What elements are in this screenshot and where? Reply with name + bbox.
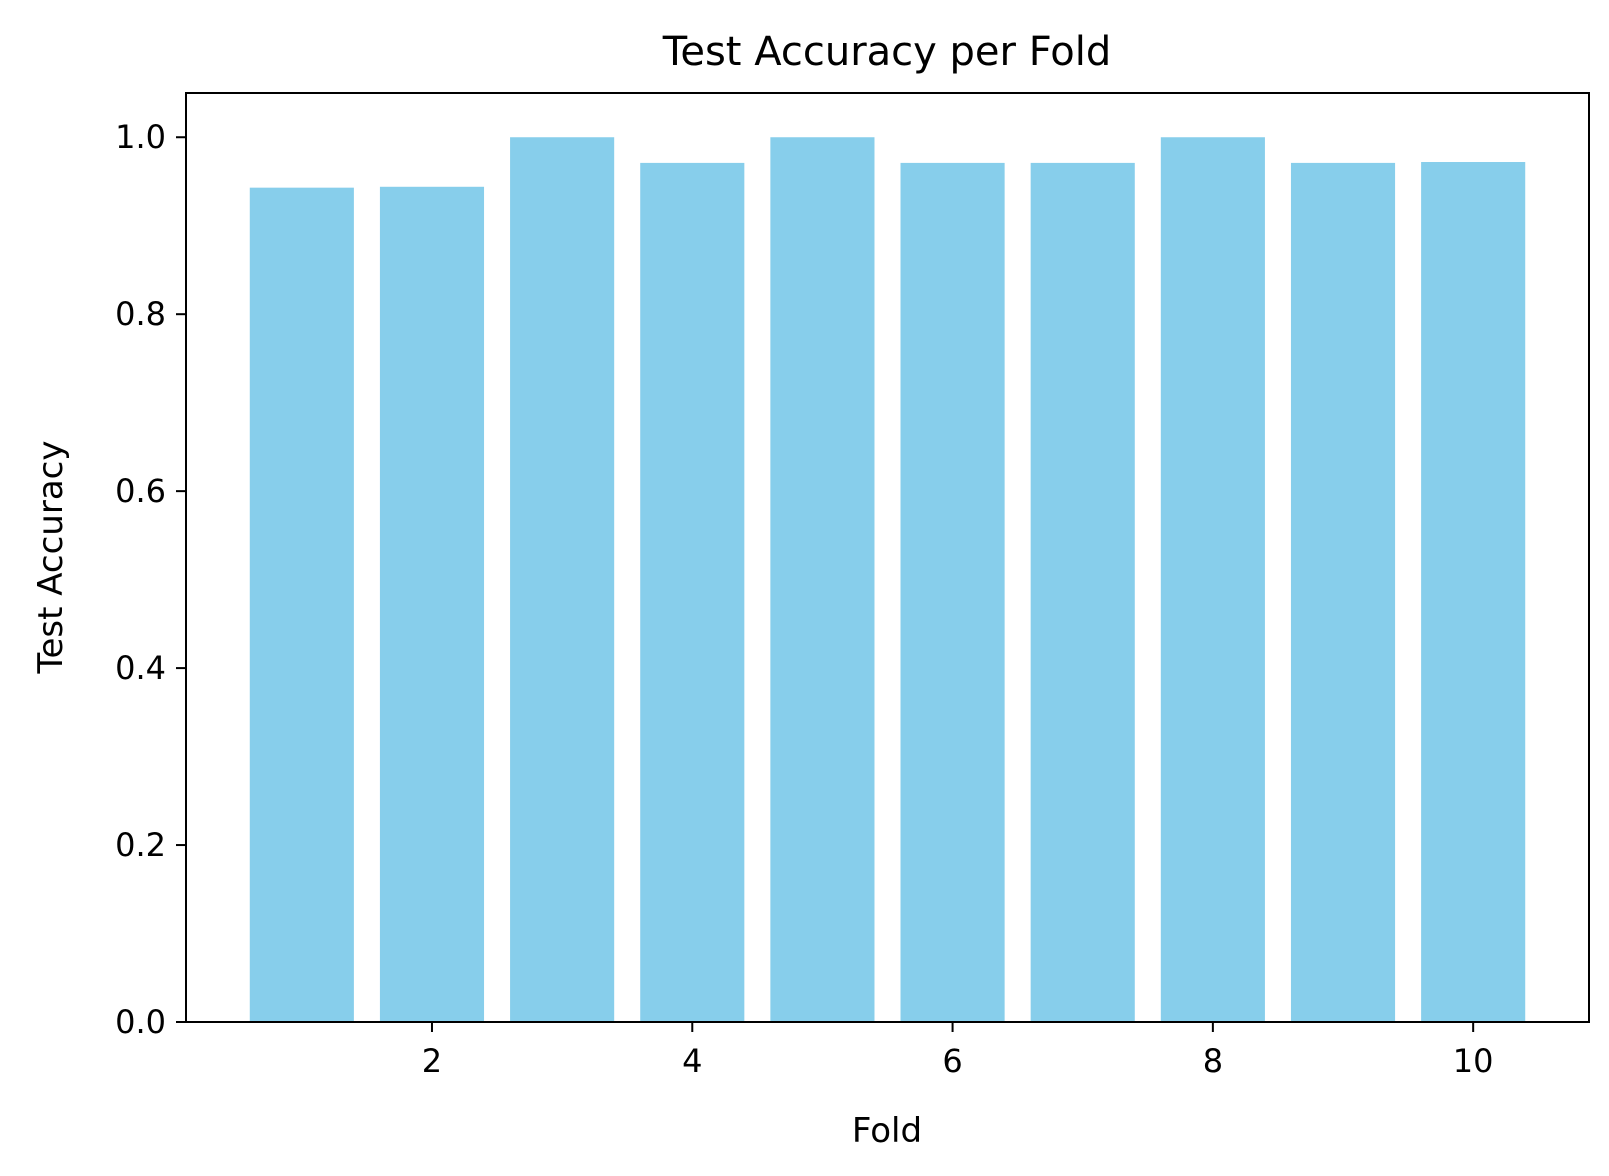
bar-fold-2 [379,186,485,1022]
x-tick-label: 2 [422,1042,442,1080]
plot-frame [185,92,1590,1023]
bar-fold-3 [510,137,615,1022]
y-tick-label: 0.4 [115,649,166,687]
bar-fold-8 [1160,137,1265,1022]
y-tick-label: 0.8 [115,295,166,333]
x-axis-ticks: 2 4 6 8 10 [422,1022,1494,1080]
bar-fold-10 [1421,162,1526,1023]
x-tick-label: 6 [942,1042,962,1080]
x-tick-label: 4 [682,1042,702,1080]
y-tick-label: 0.0 [115,1003,166,1041]
x-axis-label: Fold [852,1111,922,1151]
chart-title: Test Accuracy per Fold [662,29,1112,75]
bar-fold-1 [249,187,354,1022]
bar-fold-5 [770,137,875,1022]
bar-fold-7 [1030,162,1135,1023]
bars-group [249,137,1526,1023]
bar-fold-6 [900,162,1005,1023]
x-tick-label: 8 [1203,1042,1223,1080]
y-tick-label: 1.0 [115,118,166,156]
bar-fold-9 [1290,162,1396,1023]
y-tick-label: 0.2 [115,826,166,864]
bar-fold-4 [640,162,745,1023]
y-tick-label: 0.6 [115,472,166,510]
y-axis-label: Test Accuracy [31,441,71,675]
y-axis-ticks: 0.0 0.2 0.4 0.6 0.8 1.0 [115,118,186,1041]
x-tick-label: 10 [1453,1042,1494,1080]
